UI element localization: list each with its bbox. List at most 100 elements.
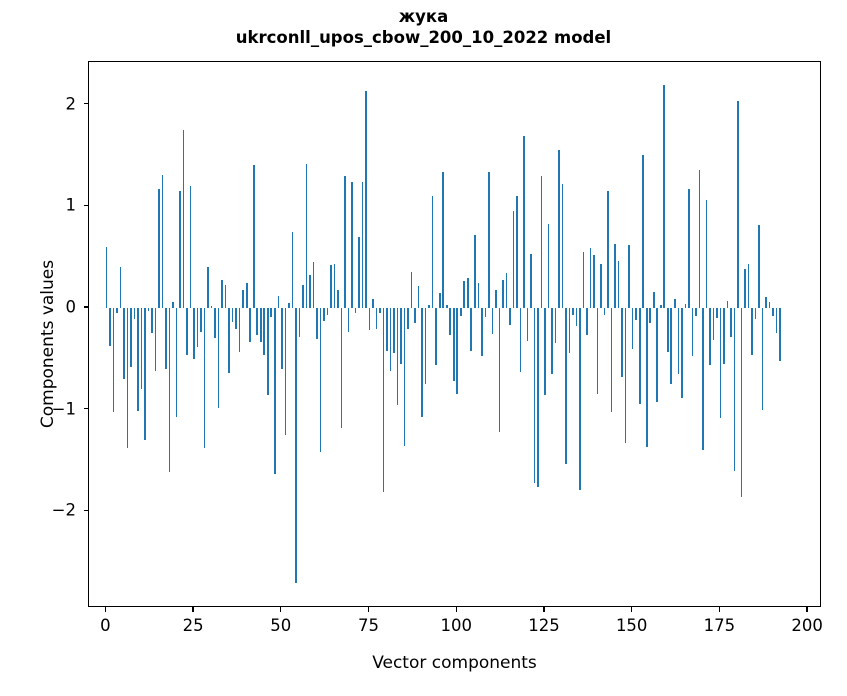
bar: [326, 308, 329, 316]
bar: [614, 244, 616, 309]
bar: [719, 308, 722, 418]
bar: [449, 308, 452, 336]
bar: [414, 308, 416, 324]
bar: [730, 308, 732, 337]
bar: [165, 308, 167, 370]
x-tick-mark: [455, 607, 457, 612]
y-tick-label: 2: [65, 94, 77, 114]
bar: [147, 308, 150, 312]
bar: [716, 308, 718, 319]
bar: [172, 301, 174, 309]
bar: [526, 308, 529, 341]
bar: [509, 308, 511, 326]
bar: [333, 264, 336, 309]
bar: [210, 306, 213, 309]
bar: [309, 274, 311, 309]
bar: [403, 308, 406, 447]
x-tick-label: 75: [358, 616, 380, 635]
bar: [698, 169, 701, 309]
bar: [628, 245, 630, 309]
x-tick-label: 175: [703, 616, 736, 635]
bar: [130, 308, 132, 368]
bar: [337, 289, 339, 309]
bar: [249, 308, 252, 342]
bar: [656, 308, 659, 402]
bar: [596, 308, 599, 395]
bar: [603, 308, 606, 316]
bar: [649, 308, 652, 324]
x-tick-mark: [543, 607, 545, 612]
bar: [266, 308, 269, 396]
bar: [270, 308, 273, 318]
bar: [186, 308, 188, 355]
bar: [196, 308, 199, 347]
bar: [610, 308, 613, 412]
y-tick-mark: [83, 204, 88, 207]
bar: [161, 174, 164, 309]
bar: [775, 308, 778, 334]
bar: [256, 308, 259, 336]
x-tick-mark: [367, 607, 370, 612]
bar: [137, 308, 139, 411]
bar: [677, 308, 680, 375]
chart-title-line-2: ukrconll_upos_cbow_200_10_2022 model: [235, 28, 612, 47]
bar: [424, 308, 427, 385]
bar: [312, 262, 315, 309]
bar: [344, 175, 346, 309]
bar: [235, 308, 237, 330]
bar: [252, 164, 255, 309]
bar: [473, 234, 476, 309]
chart-title: жука ukrconll_upos_cbow_200_10_2022 mode…: [0, 6, 847, 48]
bar: [495, 289, 497, 309]
bar: [242, 289, 244, 309]
bar: [442, 171, 444, 309]
bar: [273, 308, 276, 474]
bar: [140, 308, 143, 390]
bar: [723, 308, 725, 364]
bar: [533, 308, 536, 483]
bar: [393, 308, 395, 353]
bar: [386, 308, 388, 351]
bar: [119, 267, 122, 309]
bar: [238, 308, 241, 352]
bar: [179, 191, 181, 309]
bar: [431, 196, 434, 309]
y-tick-mark: [83, 408, 88, 410]
bar: [733, 308, 736, 471]
bar: [516, 196, 518, 309]
bar: [112, 308, 115, 412]
bar: [221, 279, 223, 309]
bar: [575, 308, 578, 327]
bar: [631, 308, 634, 349]
bar: [470, 308, 473, 351]
bar: [435, 308, 437, 365]
bar: [751, 308, 753, 355]
bar: [572, 308, 574, 316]
bar: [617, 261, 620, 309]
bar: [410, 272, 413, 309]
bar: [354, 308, 357, 314]
x-tick-mark: [631, 607, 633, 612]
bar: [663, 85, 666, 309]
x-tick-mark: [104, 607, 107, 612]
bar: [754, 308, 757, 320]
bar: [368, 308, 371, 331]
plot-axes: [88, 61, 821, 607]
bar: [607, 191, 609, 309]
bar: [772, 308, 774, 317]
bar: [382, 308, 385, 493]
bar: [652, 291, 655, 309]
bar: [284, 308, 287, 436]
bar: [421, 308, 423, 417]
bar: [593, 255, 595, 309]
bar: [452, 308, 455, 382]
bar: [761, 308, 764, 410]
bar: [365, 91, 367, 309]
bar: [702, 308, 704, 451]
bar: [747, 264, 750, 309]
bar: [438, 292, 441, 309]
bar: [302, 284, 304, 309]
bar: [466, 277, 469, 309]
bar: [554, 308, 557, 343]
